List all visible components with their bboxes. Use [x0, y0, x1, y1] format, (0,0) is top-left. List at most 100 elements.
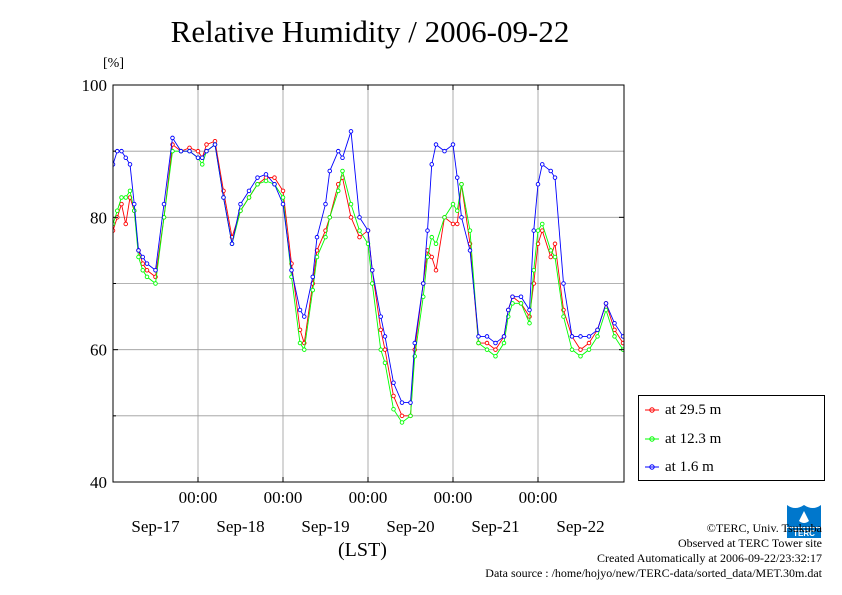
axis-ticks: 40 60 80 100 00:00 00:00 00:00 00:00 00:00 Sep-17… [82, 76, 624, 536]
legend-label: at 12.3 m [665, 430, 722, 447]
data-point [531, 268, 537, 273]
data-point [527, 320, 532, 326]
data-point [459, 181, 464, 187]
y-axis-unit: [%] [103, 56, 124, 71]
data-point [229, 241, 235, 247]
data-point [378, 347, 384, 352]
data-point [548, 248, 554, 253]
data-point [246, 195, 252, 200]
created-text: Created Automatically at 2006-09-22/23:3… [597, 551, 822, 565]
data-point [195, 155, 201, 161]
data-point [535, 228, 541, 233]
x-tick-time-label: 00:00 [349, 488, 388, 507]
data-point [357, 234, 362, 240]
data-point [153, 281, 158, 286]
credits: ©TERC, Univ. Tsukuba Observed at TERC To… [485, 521, 822, 581]
data-point [450, 221, 456, 227]
data-point [136, 248, 141, 253]
data-point [127, 188, 133, 194]
data-point [586, 334, 592, 339]
data-point [144, 274, 150, 280]
data-point [484, 334, 490, 339]
data-point [455, 175, 460, 180]
data-point [310, 287, 316, 293]
data-point [433, 142, 439, 147]
legend-item: at 29.5 m [639, 398, 721, 422]
data-point [221, 195, 226, 200]
data-point [340, 155, 345, 161]
legend-marker-blue [645, 464, 659, 470]
data-point [204, 148, 209, 154]
data-point [412, 340, 418, 346]
data-point [323, 234, 328, 240]
data-point [506, 307, 511, 313]
data-point [455, 221, 460, 227]
data-point [603, 301, 609, 306]
series-3 [113, 129, 624, 405]
data-point [391, 393, 396, 399]
series-2 [113, 142, 624, 425]
series-layer [113, 129, 624, 425]
data-point [144, 261, 150, 266]
x-tick-time-label: 00:00 [519, 488, 558, 507]
y-tick-label: 40 [90, 473, 107, 492]
data-point [548, 254, 554, 260]
data-point [501, 340, 507, 346]
data-point [421, 281, 426, 286]
data-point [535, 181, 541, 187]
data-point [620, 340, 624, 346]
data-point [246, 188, 252, 194]
data-point [212, 142, 218, 147]
data-point [327, 215, 333, 220]
data-point [272, 175, 277, 180]
data-point [136, 254, 141, 260]
data-point [123, 195, 128, 200]
data-point [433, 268, 439, 273]
x-tick-date-label: Sep-18 [216, 517, 264, 536]
data-point [378, 314, 384, 319]
x-tick-time-label: 00:00 [179, 488, 218, 507]
x-tick-date-label: Sep-17 [131, 517, 180, 536]
data-point [429, 234, 435, 240]
data-point [540, 221, 545, 227]
data-point [425, 228, 430, 233]
data-point [297, 340, 303, 346]
data-point [131, 208, 137, 213]
data-point [531, 228, 537, 233]
data-point [114, 208, 120, 213]
data-point [510, 294, 515, 299]
legend: at 29.5 m at 12.3 m at 1.6 m [638, 395, 825, 481]
y-tick-label: 80 [90, 208, 107, 227]
legend-marker-red [645, 407, 659, 413]
legend-item: at 1.6 m [639, 455, 714, 479]
terc-logo: TERC [787, 505, 821, 538]
data-point [578, 354, 583, 359]
chart-title: Relative Humidity / 2006-09-22 [170, 14, 570, 49]
data-point [263, 178, 269, 184]
data-point [119, 195, 124, 200]
data-point [476, 334, 481, 339]
data-point [323, 201, 328, 207]
data-point [178, 148, 184, 154]
data-point [476, 340, 481, 346]
data-point [518, 294, 524, 299]
data-point [552, 175, 558, 180]
data-point [170, 135, 175, 141]
data-point [595, 334, 600, 339]
data-point [595, 327, 600, 333]
data-point [569, 334, 575, 339]
data-point [255, 175, 260, 180]
data-point [399, 413, 405, 419]
data-point [378, 327, 384, 333]
data-point [144, 268, 150, 273]
data-point [336, 148, 341, 154]
observed-text: Observed at TERC Tower site [677, 536, 822, 550]
data-point [153, 268, 158, 273]
data-point [467, 228, 473, 233]
x-tick-time-label: 00:00 [434, 488, 473, 507]
data-point [399, 420, 405, 425]
data-point [425, 254, 430, 260]
data-point [391, 380, 396, 386]
data-point [302, 314, 307, 319]
data-point [518, 301, 524, 306]
